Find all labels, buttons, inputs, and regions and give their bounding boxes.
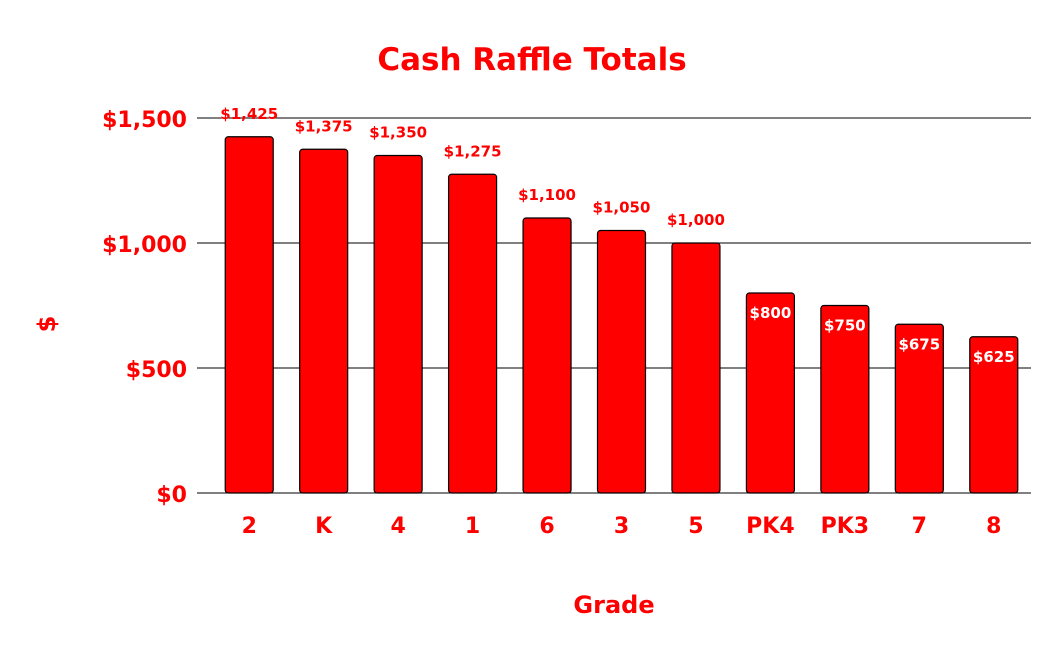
data-label: $1,375: [295, 117, 353, 135]
x-tick-label: PK4: [746, 514, 794, 539]
data-label: $800: [750, 304, 792, 322]
y-axis-tick-labels: $0 $500 $1,000 $1,500: [102, 108, 187, 508]
x-axis-tick-labels: 2 K 4 1 6 3 5 PK4 PK3 7 8: [242, 514, 1002, 539]
y-tick-label: $500: [126, 358, 187, 383]
data-label: $1,275: [444, 142, 502, 160]
x-tick-label: 4: [390, 514, 405, 539]
y-tick-label: $1,500: [102, 108, 187, 133]
data-label: $675: [898, 335, 940, 353]
data-labels: $1,425 $1,375 $1,350 $1,275 $1,100 $1,050 $1,0…: [220, 105, 1014, 366]
x-tick-label: 1: [465, 514, 480, 539]
bar: [373, 154, 423, 494]
x-tick-label: 2: [242, 514, 257, 539]
data-label: $1,350: [369, 124, 427, 142]
bar: [522, 217, 572, 494]
bars: [224, 136, 1019, 494]
y-axis-label: $: [33, 316, 61, 333]
data-label: $750: [824, 317, 866, 335]
bar: [299, 148, 349, 494]
x-tick-label: K: [315, 514, 333, 539]
chart-title: Cash Raffle Totals: [377, 42, 686, 78]
x-tick-label: 3: [614, 514, 629, 539]
bar: [745, 292, 796, 494]
x-tick-label: 7: [912, 514, 927, 539]
bar: [671, 242, 721, 494]
x-tick-label: 8: [986, 514, 1001, 539]
data-label: $1,100: [518, 186, 576, 204]
x-tick-label: PK3: [821, 514, 869, 539]
bar: [447, 173, 498, 494]
x-tick-label: 6: [539, 514, 554, 539]
bar: [224, 136, 274, 494]
bar: [596, 229, 647, 494]
data-label: $1,000: [667, 211, 725, 229]
bar: [820, 304, 870, 494]
data-label: $625: [973, 348, 1015, 366]
x-axis-label: Grade: [573, 591, 654, 619]
bar: [894, 323, 944, 494]
data-label: $1,425: [220, 105, 278, 123]
y-tick-label: $0: [156, 483, 187, 508]
bar: [969, 336, 1019, 494]
x-tick-label: 5: [688, 514, 703, 539]
data-label: $1,050: [593, 199, 651, 217]
y-tick-label: $1,000: [102, 233, 187, 258]
